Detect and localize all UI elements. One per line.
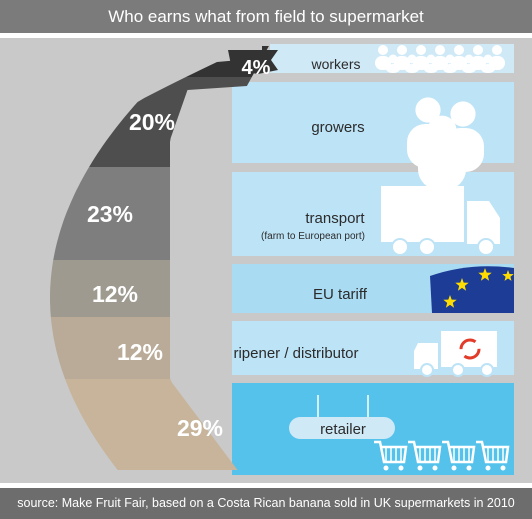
source-note: source: Make Fruit Fair, based on a Cost… xyxy=(17,496,515,510)
icons-layer xyxy=(374,45,514,471)
value-label: 4% xyxy=(242,57,271,79)
ripening-truck-icon xyxy=(414,331,497,377)
category-label: EU tariff xyxy=(313,286,368,303)
shopping-carts-icon xyxy=(374,440,510,471)
value-label: 29% xyxy=(177,415,223,441)
category-label: ripener / distributor xyxy=(233,345,358,362)
value-label: 23% xyxy=(87,201,133,227)
category-label: workers xyxy=(310,56,360,72)
labels-layer: 4% workers 20% growers 23% transport (farm to … xyxy=(87,56,368,441)
category-label: growers xyxy=(311,119,364,136)
footer-bar xyxy=(0,488,532,519)
eu-flag-icon xyxy=(430,266,514,313)
people-crowd-icon xyxy=(375,45,505,73)
category-label: transport xyxy=(305,210,365,227)
value-label: 20% xyxy=(129,109,175,135)
value-label: 12% xyxy=(117,339,163,365)
category-label: retailer xyxy=(320,421,366,438)
chart-title: Who earns what from field to supermarket xyxy=(108,7,424,26)
value-label: 12% xyxy=(92,281,138,307)
truck-icon xyxy=(381,186,500,256)
arc-segment-workers-tip xyxy=(228,50,278,74)
retailer-label-pill xyxy=(289,417,395,439)
people-group-icon xyxy=(407,97,484,190)
title-bar xyxy=(0,0,532,33)
category-sublabel: (farm to European port) xyxy=(261,231,365,242)
